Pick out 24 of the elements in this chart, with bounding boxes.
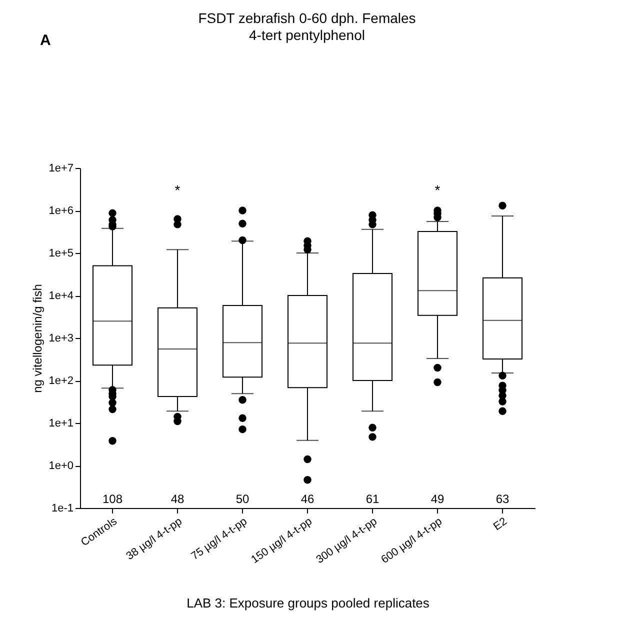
text: A: [40, 32, 51, 49]
y-tick-label: 1e+0: [48, 460, 74, 472]
annotation: 49: [430, 492, 444, 506]
annotation: 108: [102, 492, 123, 506]
annotation: 61: [366, 492, 380, 506]
y-tick-label: 1e+1: [48, 418, 74, 430]
y-tick-label: 1e+4: [48, 290, 74, 302]
annotation: 48: [170, 492, 184, 506]
y-tick-label: 1e+7: [48, 162, 74, 174]
y-tick-label: 1e+2: [48, 375, 74, 387]
annotation: *: [174, 182, 181, 198]
chart-subtitle: 4-tert pentylphenol: [249, 27, 365, 43]
annotation: 46: [300, 492, 314, 506]
y-tick-label: 1e+6: [48, 205, 74, 217]
y-tick-label: 1e-1: [51, 502, 74, 514]
y-axis-title: ng vitellogenin/g fish: [30, 284, 45, 393]
annotation: 50: [236, 492, 250, 506]
x-axis-title: LAB 3: Exposure groups pooled replicates: [186, 596, 430, 610]
chart-title: FSDT zebrafish 0-60 dph. Females: [198, 10, 416, 26]
x-tick-label: E2: [491, 516, 510, 534]
annotation: *: [434, 182, 441, 198]
y-tick-label: 1e+5: [48, 248, 74, 260]
y-tick-label: 1e+3: [48, 332, 74, 344]
annotation: 63: [496, 492, 510, 506]
